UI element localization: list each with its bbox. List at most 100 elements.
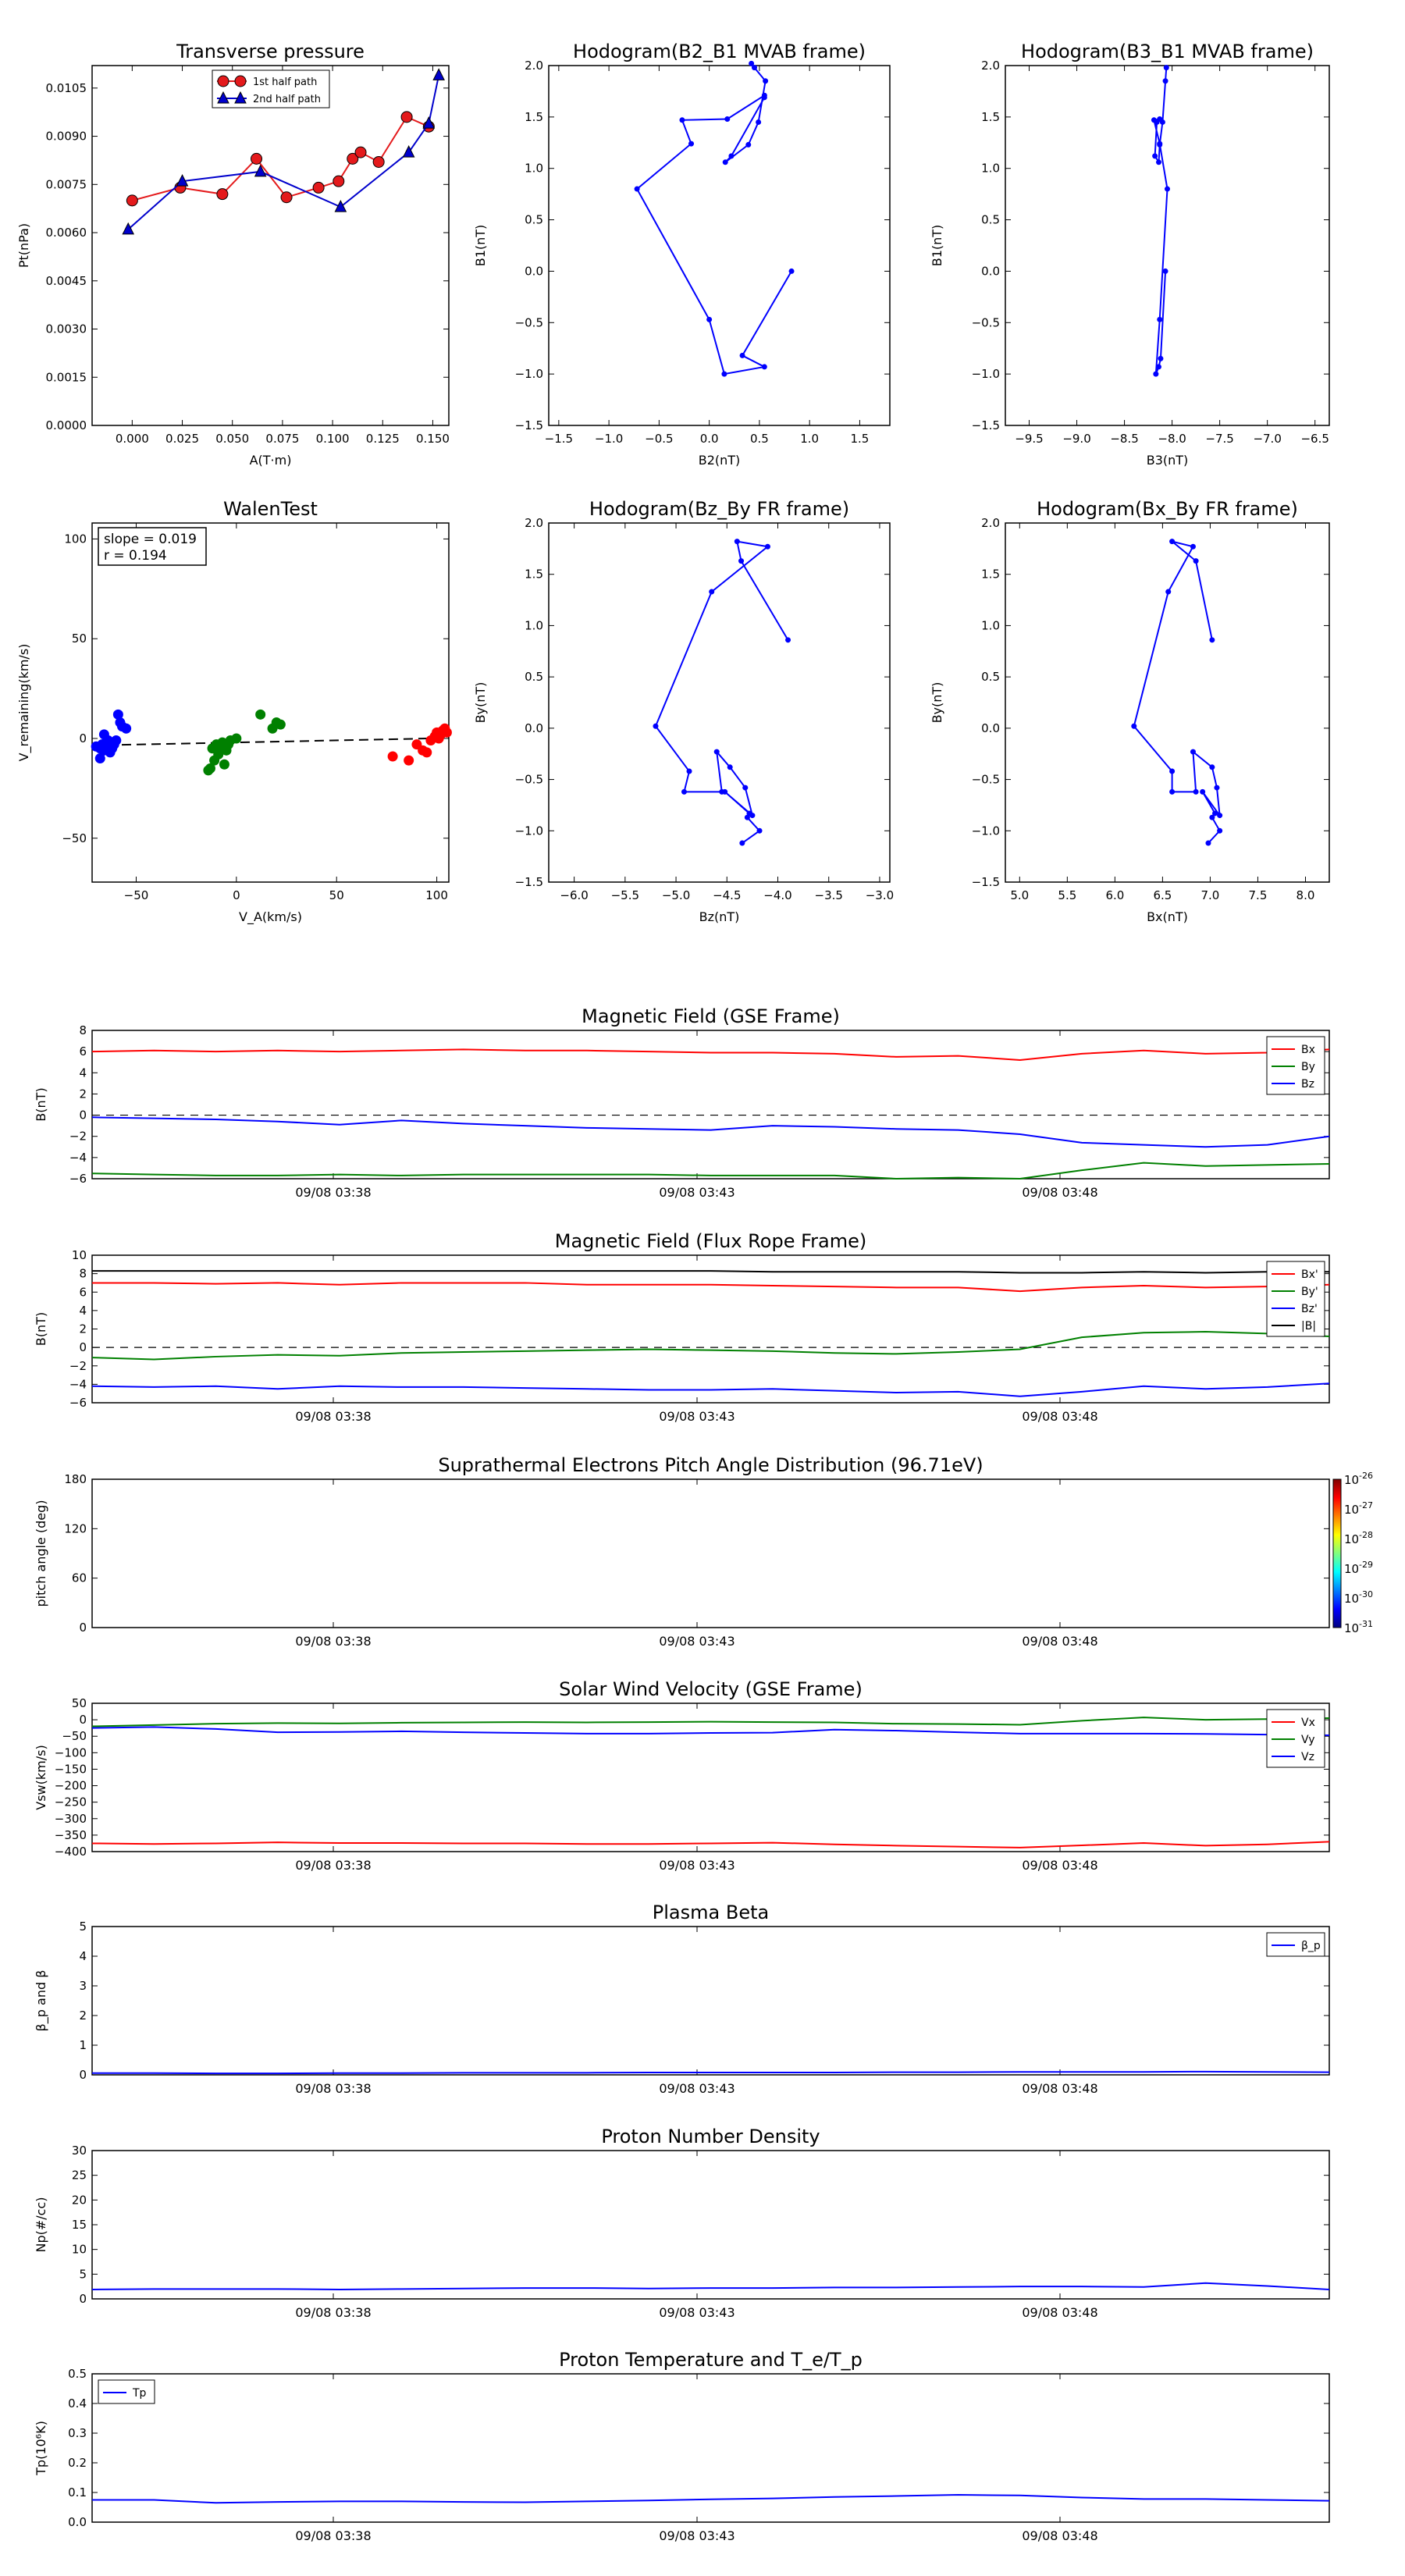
chart-walen_test-series-0-point xyxy=(111,735,122,746)
chart-vsw-ytick-label: −200 xyxy=(55,1779,87,1793)
chart-hodo_b2b1-series-0-point xyxy=(749,60,755,66)
chart-transverse_pressure-series-0-point xyxy=(216,188,229,201)
chart-hodo_bxby-frame xyxy=(1005,522,1330,883)
chart-hodo_bxby-ylabel: By(nT) xyxy=(930,682,944,724)
chart-hodo_bxby-series-0-point xyxy=(1200,788,1206,795)
colorbar-label-base: 10 xyxy=(1344,1562,1359,1576)
chart-beta-xtick-label: 09/08 03:48 xyxy=(1022,2081,1097,2096)
chart-hodo_b2b1-series-0-point xyxy=(739,352,745,358)
chart-walen_test-ylabel: V_remaining(km/s) xyxy=(16,644,32,762)
chart-hodo_bxby-series-0-point xyxy=(1193,788,1199,795)
chart-walen_test-series-0-point xyxy=(112,709,123,720)
chart-vsw-xtick-label: 09/08 03:48 xyxy=(1022,1858,1097,1873)
chart-np-frame xyxy=(91,2150,1330,2300)
chart-transverse_pressure-series-0-point xyxy=(333,175,345,187)
chart-vsw-ytick-label: −300 xyxy=(55,1812,87,1826)
chart-transverse_pressure-xtick-label: 0.025 xyxy=(165,432,199,446)
chart-hodo_b2b1-series-0-point xyxy=(688,141,695,147)
chart-np-xtick-label: 09/08 03:48 xyxy=(1022,2305,1097,2320)
chart-hodo_bxby-xtick-label: 5.0 xyxy=(1010,888,1029,902)
chart-hodo_b2b1-series-0-point xyxy=(724,116,731,122)
chart-transverse_pressure-frame xyxy=(91,65,450,426)
chart-vsw-series-1-line xyxy=(91,1717,1330,1727)
chart-np-series-0-line xyxy=(91,2282,1330,2290)
chart-walen_test-annotation-slope: slope = 0.019 xyxy=(104,532,197,547)
chart-hodo_bzby-xtick-label: −5.5 xyxy=(611,888,639,902)
chart-hodo_b2b1-ytick-label: 0.5 xyxy=(525,213,543,227)
chart-hodo_bzby-series-0-point xyxy=(742,785,749,791)
chart-tp-ytick-label: 0.5 xyxy=(68,2367,87,2381)
chart-hodo_bzby-series-0-point xyxy=(785,637,791,643)
chart-hodo_b3b1-xtick-label: −6.5 xyxy=(1300,432,1329,446)
chart-tp-frame xyxy=(91,2373,1330,2523)
chart-mag_fr-series-3-line xyxy=(92,1270,1329,1274)
chart-mag_fr-ytick-label: 2 xyxy=(79,1322,87,1336)
chart-hodo_bxby-ytick-label: −0.5 xyxy=(972,773,1000,787)
chart-transverse_pressure-series-1-point xyxy=(432,68,445,80)
chart-transverse_pressure-xtick-label: 0.125 xyxy=(366,432,400,446)
chart-mag_gse-series-2-line xyxy=(91,1116,1330,1148)
chart-walen_test-annotation-r: r = 0.194 xyxy=(104,548,167,564)
chart-hodo_b3b1-series-0-point xyxy=(1158,355,1164,361)
chart-hodo_b3b1-ytick-label: 2.0 xyxy=(981,59,1000,73)
chart-hodo_b2b1-xtick-label: −0.5 xyxy=(645,432,673,446)
chart-walen_test-series-0-point xyxy=(121,723,132,734)
chart-transverse_pressure-series-0-point xyxy=(126,194,138,207)
chart-hodo_b2b1-ytick-label: 1.5 xyxy=(525,110,543,124)
chart-mag_gse-legend-label: Bz xyxy=(1301,1078,1314,1091)
chart-transverse_pressure-ytick-label: 0.0105 xyxy=(46,81,87,95)
chart-tp-ytick-label: 0.3 xyxy=(68,2426,87,2440)
chart-tp-xtick-label: 09/08 03:43 xyxy=(659,2528,735,2543)
chart-walen_test-ytick-label: −50 xyxy=(62,831,87,845)
chart-pad-title: Suprathermal Electrons Pitch Angle Distr… xyxy=(438,1454,983,1476)
chart-pad-xtick-label: 09/08 03:43 xyxy=(659,1634,735,1649)
chart-mag_gse-frame xyxy=(91,1030,1330,1179)
chart-walen_test-series-1-point xyxy=(275,719,286,730)
chart-walen_test-xtick-label: 100 xyxy=(425,888,448,902)
chart-transverse_pressure-ytick-label: 0.0090 xyxy=(46,130,87,144)
chart-mag_gse-series-1-line xyxy=(91,1162,1330,1180)
chart-hodo_bzby-title: Hodogram(Bz_By FR frame) xyxy=(589,498,849,520)
chart-mag_gse-xtick-label: 09/08 03:38 xyxy=(295,1185,371,1200)
chart-hodo_b2b1-series-0-point xyxy=(763,78,769,84)
chart-hodo_b3b1-series-0-point xyxy=(1156,364,1162,370)
colorbar-label-exp: -29 xyxy=(1359,1560,1373,1570)
chart-transverse_pressure-legend-marker xyxy=(234,75,247,87)
chart-hodo_bxby-series-0-point xyxy=(1217,813,1223,819)
chart-hodo_b3b1-ytick-label: 0.0 xyxy=(981,264,1000,278)
chart-transverse_pressure-series-1-point xyxy=(334,199,347,212)
chart-hodo_bzby-xtick-label: −5.0 xyxy=(662,888,690,902)
chart-hodo_bxby-xtick-label: 7.5 xyxy=(1249,888,1268,902)
chart-hodo_bxby-series-0-point xyxy=(1169,768,1176,774)
chart-hodo_bxby-title: Hodogram(Bx_By FR frame) xyxy=(1037,498,1298,520)
chart-beta-ytick-label: 0 xyxy=(79,2068,87,2082)
chart-hodo_bxby-series-0-point xyxy=(1209,637,1215,643)
chart-transverse_pressure-series-0-point xyxy=(354,146,367,158)
chart-hodo_b3b1-series-0-point xyxy=(1152,153,1158,159)
chart-tp-xtick-label: 09/08 03:38 xyxy=(295,2528,371,2543)
chart-mag_gse-ytick-label: 6 xyxy=(79,1044,87,1059)
chart-mag_fr-series-0-line xyxy=(92,1282,1330,1293)
chart-hodo_bxby-series-0-point xyxy=(1165,589,1172,595)
chart-transverse_pressure-xtick-label: 0.150 xyxy=(416,432,450,446)
chart-vsw-ytick-label: −150 xyxy=(55,1762,87,1776)
chart-hodo_bxby-xtick-label: 6.5 xyxy=(1153,888,1172,902)
chart-hodo_bxby-series-0-point xyxy=(1205,840,1211,846)
chart-beta-ytick-label: 3 xyxy=(79,1979,87,1993)
chart-pad-xtick-label: 09/08 03:48 xyxy=(1022,1634,1097,1649)
chart-hodo_b2b1-ytick-label: 2.0 xyxy=(525,59,543,73)
chart-hodo_b2b1-series-0-point xyxy=(722,159,728,165)
chart-hodo_bzby-ytick-label: 1.5 xyxy=(525,568,543,582)
chart-mag_gse-ytick-label: 2 xyxy=(79,1087,87,1101)
chart-mag_gse-ylabel: B(nT) xyxy=(34,1087,48,1121)
chart-hodo_b2b1-series-0-point xyxy=(761,94,767,101)
chart-mag_fr-series-2-line xyxy=(91,1382,1330,1397)
chart-hodo_b2b1-xtick-label: −1.0 xyxy=(595,432,623,446)
chart-hodo_b2b1-series-0-point xyxy=(728,153,735,159)
chart-hodo_bzby-ytick-label: −1.5 xyxy=(515,875,543,889)
chart-hodo_b2b1-series-0-point xyxy=(706,316,713,322)
chart-mag_gse-ytick-label: −4 xyxy=(69,1151,87,1165)
chart-walen_test-frame xyxy=(91,522,450,883)
chart-tp-series-0-line xyxy=(92,2494,1330,2504)
